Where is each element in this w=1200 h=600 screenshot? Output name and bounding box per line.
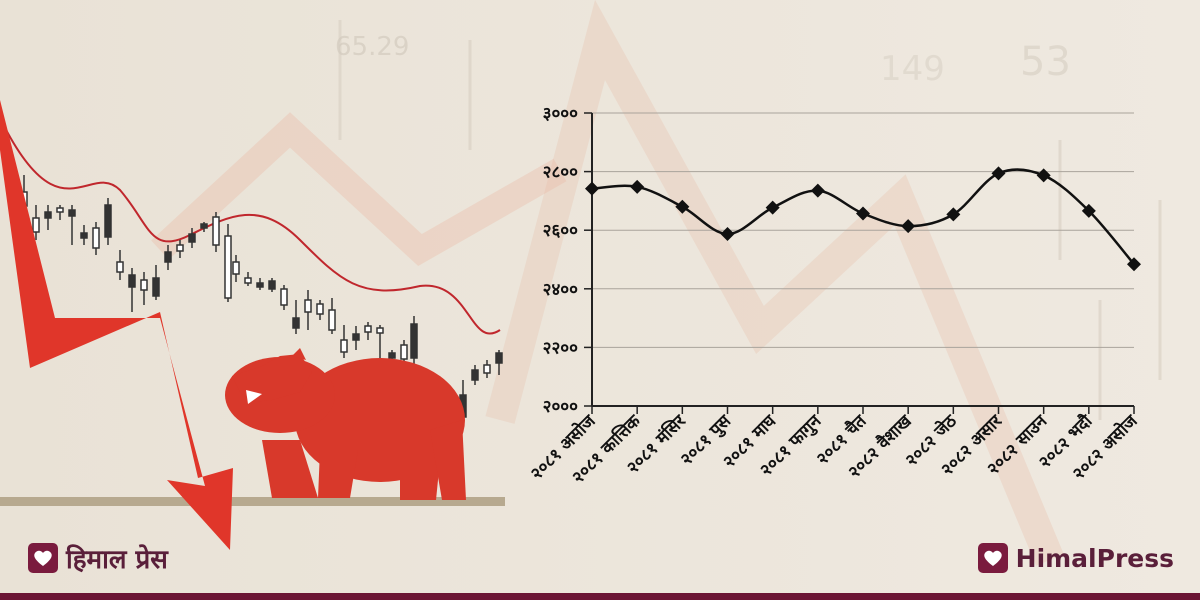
y-tick-label: २८०० bbox=[543, 163, 579, 183]
y-tick-label: २६०० bbox=[543, 221, 579, 241]
data-point-marker bbox=[765, 200, 780, 215]
data-point-marker bbox=[810, 183, 825, 198]
data-point-marker bbox=[720, 227, 735, 242]
red-down-arrow bbox=[0, 100, 233, 550]
grid-lines bbox=[592, 112, 1134, 348]
y-ticks: ३००० २८०० २६०० २४०० २२०० २००० bbox=[543, 104, 592, 417]
brand-right: HimalPress bbox=[977, 543, 1174, 573]
data-point-marker bbox=[1081, 203, 1096, 218]
heart-logo-icon bbox=[977, 543, 1008, 573]
brand-left: हिमाल प्रेस bbox=[28, 540, 168, 576]
y-tick-label: २२०० bbox=[543, 338, 579, 358]
data-point-marker bbox=[675, 199, 690, 214]
data-point-marker bbox=[1036, 168, 1051, 183]
bear bbox=[225, 348, 466, 500]
data-point-marker bbox=[991, 166, 1006, 181]
y-tick-label: २४०० bbox=[543, 280, 579, 300]
data-point-marker bbox=[585, 181, 599, 196]
data-point-marker bbox=[1127, 257, 1141, 272]
brand-right-text: HimalPress bbox=[1015, 543, 1174, 573]
data-point-marker bbox=[901, 219, 916, 234]
y-tick-label: ३००० bbox=[543, 104, 579, 124]
svg-text:149: 149 bbox=[880, 49, 945, 89]
data-point-marker bbox=[946, 207, 961, 222]
heart-logo-icon bbox=[28, 543, 58, 573]
moving-average-line bbox=[0, 117, 501, 335]
footer-bar bbox=[0, 593, 1200, 600]
axes bbox=[591, 113, 1134, 407]
data-point-marker bbox=[630, 179, 645, 194]
svg-text:53: 53 bbox=[1020, 39, 1071, 85]
svg-text:65.29: 65.29 bbox=[335, 32, 409, 62]
data-point-marker bbox=[856, 206, 870, 221]
brand-left-text: हिमाल प्रेस bbox=[66, 545, 168, 575]
y-tick-label: २००० bbox=[543, 397, 579, 417]
series-markers bbox=[585, 166, 1141, 272]
